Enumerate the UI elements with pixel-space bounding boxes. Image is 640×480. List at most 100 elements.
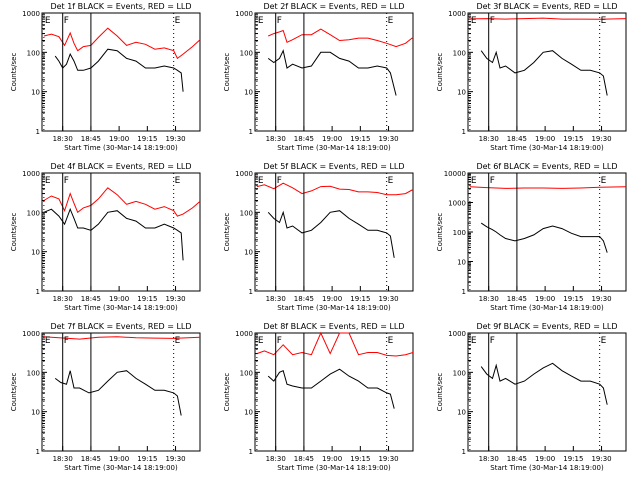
y-tick-label: 1000 bbox=[22, 170, 40, 178]
y-tick-label: 1 bbox=[36, 288, 40, 296]
y-tick-label: 1 bbox=[462, 288, 466, 296]
x-tick-label: 18:30 bbox=[266, 135, 286, 143]
series-line-black bbox=[54, 370, 182, 416]
y-tick-label: 100 bbox=[240, 209, 253, 217]
x-tick-label: 18:30 bbox=[479, 295, 499, 303]
x-tick-label: 18:30 bbox=[479, 455, 499, 463]
y-tick-label: 1 bbox=[36, 448, 40, 456]
x-tick-label: 19:30 bbox=[591, 455, 611, 463]
plot-panel-2: Det 2f BLACK = Events, RED = LLD 1 10 100 10… bbox=[223, 2, 414, 152]
plot-panel-3: Det 3f BLACK = Events, RED = LLD 1 10 100 10… bbox=[436, 2, 627, 152]
plot-panel-7: Det 7f BLACK = Events, RED = LLD 1 10 100 10… bbox=[10, 322, 201, 472]
x-tick-label: 18:30 bbox=[53, 295, 73, 303]
series-line-red bbox=[256, 331, 414, 357]
y-tick-label: 10 bbox=[244, 409, 253, 417]
x-axis-label: Start Time (30-Mar-14 18:19:00) bbox=[277, 304, 391, 312]
x-tick-label: 18:45 bbox=[81, 135, 101, 143]
marker-label: F bbox=[64, 176, 69, 186]
x-tick-label: 18:30 bbox=[266, 295, 286, 303]
series-line-black bbox=[54, 48, 184, 92]
x-tick-label: 18:30 bbox=[266, 455, 286, 463]
marker-label: F bbox=[277, 176, 282, 186]
plot-panel-9: Det 9f BLACK = Events, RED = LLD 1 10 100 10… bbox=[436, 322, 627, 472]
plot-title: Det 6f BLACK = Events, RED = LLD bbox=[476, 162, 617, 171]
x-tick-label: 18:45 bbox=[507, 135, 527, 143]
series-line-red bbox=[43, 336, 201, 340]
plot-frame bbox=[467, 332, 627, 452]
marker-label: E bbox=[258, 176, 264, 186]
series-line-red bbox=[256, 182, 414, 196]
x-tick-label: 18:45 bbox=[81, 295, 101, 303]
x-tick-label: 19:00 bbox=[322, 135, 342, 143]
marker-label: E bbox=[45, 336, 51, 346]
plot-title: Det 1f BLACK = Events, RED = LLD bbox=[50, 2, 191, 11]
plot-panel-6: Det 6f BLACK = Events, RED = LLD 1 10 100 10… bbox=[436, 162, 627, 312]
y-tick-label: 1 bbox=[462, 448, 466, 456]
y-tick-label: 10 bbox=[244, 249, 253, 257]
x-tick-label: 19:00 bbox=[535, 295, 555, 303]
y-tick-label: 1000 bbox=[448, 200, 466, 208]
y-tick-label: 1 bbox=[249, 128, 253, 136]
plot-panel-1: Det 1f BLACK = Events, RED = LLD 1 10 100 10… bbox=[10, 2, 201, 152]
x-tick-label: 19:15 bbox=[350, 295, 370, 303]
y-axis-label: Counts/sec bbox=[223, 53, 231, 92]
marker-label: E bbox=[601, 336, 607, 346]
marker-label: F bbox=[64, 336, 69, 346]
plot-frame bbox=[254, 172, 414, 292]
y-tick-label: 10 bbox=[31, 409, 40, 417]
x-tick-label: 19:15 bbox=[137, 135, 157, 143]
series-line-red bbox=[43, 187, 201, 217]
x-tick-label: 19:30 bbox=[378, 455, 398, 463]
y-tick-label: 1000 bbox=[235, 330, 253, 338]
marker-label: E bbox=[258, 336, 264, 346]
x-tick-label: 19:00 bbox=[535, 135, 555, 143]
y-axis-label: Counts/sec bbox=[10, 373, 18, 412]
y-tick-label: 1000 bbox=[235, 170, 253, 178]
series-line-black bbox=[43, 207, 184, 261]
y-tick-label: 10000 bbox=[444, 170, 466, 178]
y-tick-label: 1000 bbox=[22, 10, 40, 18]
series-line-black bbox=[267, 49, 397, 96]
y-tick-label: 100 bbox=[27, 369, 40, 377]
x-tick-label: 19:30 bbox=[165, 135, 185, 143]
y-axis-label: Counts/sec bbox=[436, 53, 444, 92]
x-tick-label: 19:30 bbox=[378, 135, 398, 143]
series-line-red bbox=[43, 27, 201, 60]
x-tick-label: 18:30 bbox=[53, 135, 73, 143]
plot-title: Det 8f BLACK = Events, RED = LLD bbox=[263, 322, 404, 331]
marker-label: E bbox=[471, 336, 477, 346]
plot-frame bbox=[41, 332, 201, 452]
x-axis-label: Start Time (30-Mar-14 18:19:00) bbox=[490, 464, 604, 472]
plot-panel-5: Det 5f BLACK = Events, RED = LLD 1 10 100 10… bbox=[223, 162, 414, 312]
marker-label: E bbox=[388, 16, 394, 26]
y-tick-label: 100 bbox=[27, 49, 40, 57]
marker-label: E bbox=[258, 16, 264, 26]
marker-label: F bbox=[490, 176, 495, 186]
y-axis-label: Counts/sec bbox=[10, 213, 18, 252]
x-axis-label: Start Time (30-Mar-14 18:19:00) bbox=[64, 304, 178, 312]
plot-frame bbox=[41, 172, 201, 292]
series-line-red bbox=[268, 28, 414, 48]
plot-title: Det 4f BLACK = Events, RED = LLD bbox=[50, 162, 191, 171]
series-line-black bbox=[480, 362, 608, 405]
series-line-black bbox=[267, 210, 395, 258]
y-tick-label: 10 bbox=[457, 409, 466, 417]
plot-frame bbox=[254, 12, 414, 132]
x-tick-label: 19:15 bbox=[563, 295, 583, 303]
marker-label: E bbox=[388, 336, 394, 346]
y-tick-label: 10 bbox=[244, 89, 253, 97]
y-tick-label: 100 bbox=[453, 369, 466, 377]
x-axis-label: Start Time (30-Mar-14 18:19:00) bbox=[277, 464, 391, 472]
y-tick-label: 100 bbox=[27, 209, 40, 217]
plot-panel-4: Det 4f BLACK = Events, RED = LLD 1 10 100 10… bbox=[10, 162, 201, 312]
y-tick-label: 1000 bbox=[235, 10, 253, 18]
x-tick-label: 18:45 bbox=[507, 295, 527, 303]
x-tick-label: 19:00 bbox=[322, 295, 342, 303]
x-tick-label: 19:15 bbox=[137, 455, 157, 463]
y-axis-label: Counts/sec bbox=[223, 373, 231, 412]
x-axis-label: Start Time (30-Mar-14 18:19:00) bbox=[490, 144, 604, 152]
marker-label: F bbox=[277, 336, 282, 346]
marker-label: F bbox=[64, 16, 69, 26]
x-axis-label: Start Time (30-Mar-14 18:19:00) bbox=[277, 144, 391, 152]
